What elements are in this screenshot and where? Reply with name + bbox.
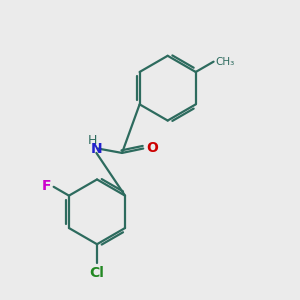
Text: O: O [146,141,158,155]
Text: Cl: Cl [90,266,104,280]
Text: F: F [42,179,51,193]
Text: H: H [88,134,97,147]
Text: N: N [91,142,102,155]
Text: CH₃: CH₃ [215,57,235,67]
